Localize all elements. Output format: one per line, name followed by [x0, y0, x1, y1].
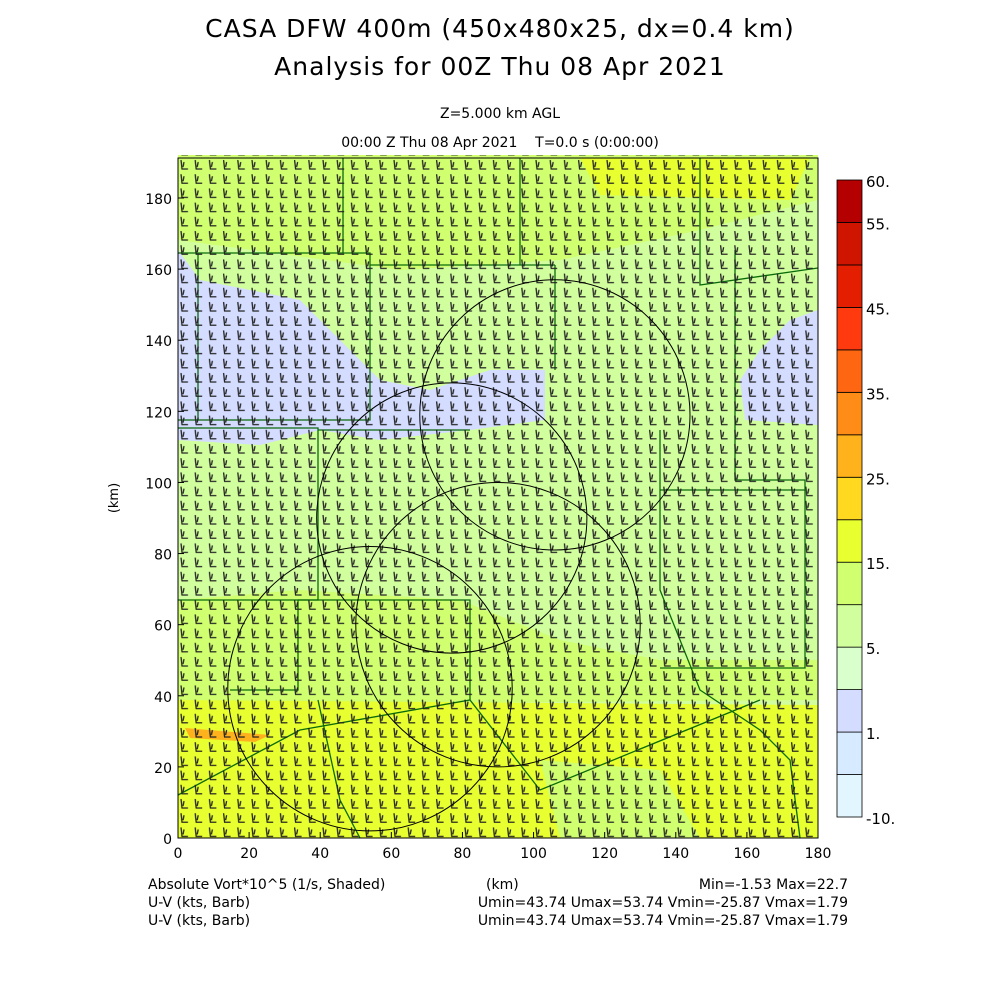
- colorbar-label: 60.: [866, 173, 890, 191]
- y-tick-label: 40: [154, 690, 172, 706]
- colorbar-label: -10.: [866, 810, 895, 828]
- y-tick-label: 20: [154, 761, 172, 777]
- y-tick-label: 80: [154, 548, 172, 564]
- level-label: Z=5.000 km AGL: [439, 106, 561, 122]
- x-tick-label: 0: [174, 846, 183, 862]
- colorbar-segment: [836, 349, 863, 393]
- barb-stats-2: Umin=43.74 Umax=53.74 Vmin=-25.87 Vmax=1…: [477, 913, 848, 929]
- range-ring: [316, 382, 588, 654]
- range-ring: [419, 279, 691, 551]
- barb-label-2: U-V (kts, Barb): [148, 913, 251, 929]
- x-tick-label: 60: [382, 846, 400, 862]
- colorbar-label: 25.: [866, 470, 890, 488]
- y-axis: 0 20 40 60 80 100 120 140 160 180: [145, 192, 184, 848]
- y-tick-label: 160: [145, 263, 172, 279]
- y-tick-label: 60: [154, 619, 172, 635]
- colorbar-segment: [836, 519, 863, 563]
- range-rings: [227, 279, 691, 832]
- colorbar-label: 5.: [866, 640, 880, 658]
- colorbar-label: 1.: [866, 725, 880, 743]
- colorbar-segment: [836, 731, 863, 775]
- colorbar-segment: [836, 561, 863, 606]
- colorbar-label: 45.: [866, 300, 890, 318]
- chart-subtitle: Analysis for 00Z Thu 08 Apr 2021: [274, 52, 726, 81]
- colorbar-label: 55.: [866, 215, 890, 233]
- range-ring: [227, 545, 513, 832]
- y-tick-label: 120: [145, 405, 172, 421]
- colorbar-segment: [836, 222, 863, 266]
- barb-label-1: U-V (kts, Barb): [148, 895, 251, 911]
- colorbar-segment: [836, 434, 863, 478]
- colorbar-segment: [836, 689, 863, 733]
- y-tick-label: 0: [163, 832, 172, 848]
- x-tick-label: 80: [454, 846, 472, 862]
- wind-barbs-layer: [178, 155, 818, 838]
- colorbar-segment: [836, 391, 863, 436]
- colorbar-segment: [836, 179, 863, 223]
- x-tick-label: 40: [311, 846, 329, 862]
- x-tick-label: 120: [591, 846, 618, 862]
- field-label: Absolute Vort*10^5 (1/s, Shaded): [148, 877, 386, 893]
- x-tick-label: 100: [520, 846, 547, 862]
- y-tick-label: 180: [145, 192, 172, 208]
- plot-frame: [177, 157, 819, 839]
- barb-stats-1: Umin=43.74 Umax=53.74 Vmin=-25.87 Vmax=1…: [477, 895, 848, 911]
- x-tick-label: 180: [805, 846, 832, 862]
- shaded-field: [178, 155, 818, 838]
- y-tick-label: 140: [145, 334, 172, 350]
- colorbar-label: 35.: [866, 385, 890, 403]
- colorbar: -10. 1. 5. 15. 25. 35. 45. 55. 60.: [836, 173, 895, 828]
- range-ring: [355, 481, 641, 768]
- colorbar-segment: [836, 604, 863, 648]
- colorbar-segment: [836, 476, 863, 521]
- chart-title: CASA DFW 400m (450x480x25, dx=0.4 km): [205, 14, 795, 43]
- colorbar-segment: [836, 306, 863, 351]
- time-label: 00:00 Z Thu 08 Apr 2021 T=0.0 s (0:00:00…: [341, 135, 659, 151]
- x-axis: 0 20 40 60 80 100 120 140 160 180: [174, 832, 832, 862]
- y-tick-label: 100: [145, 476, 172, 492]
- colorbar-label: 15.: [866, 555, 890, 573]
- x-axis-label: (km): [486, 877, 519, 893]
- colorbar-segment: [836, 646, 863, 691]
- colorbar-segment: [836, 264, 863, 308]
- x-tick-label: 140: [662, 846, 689, 862]
- colorbar-segment: [836, 774, 863, 818]
- x-tick-label: 20: [240, 846, 258, 862]
- y-axis-label: (km): [107, 483, 122, 513]
- min-max-label: Min=-1.53 Max=22.7: [698, 877, 848, 893]
- x-tick-label: 160: [734, 846, 761, 862]
